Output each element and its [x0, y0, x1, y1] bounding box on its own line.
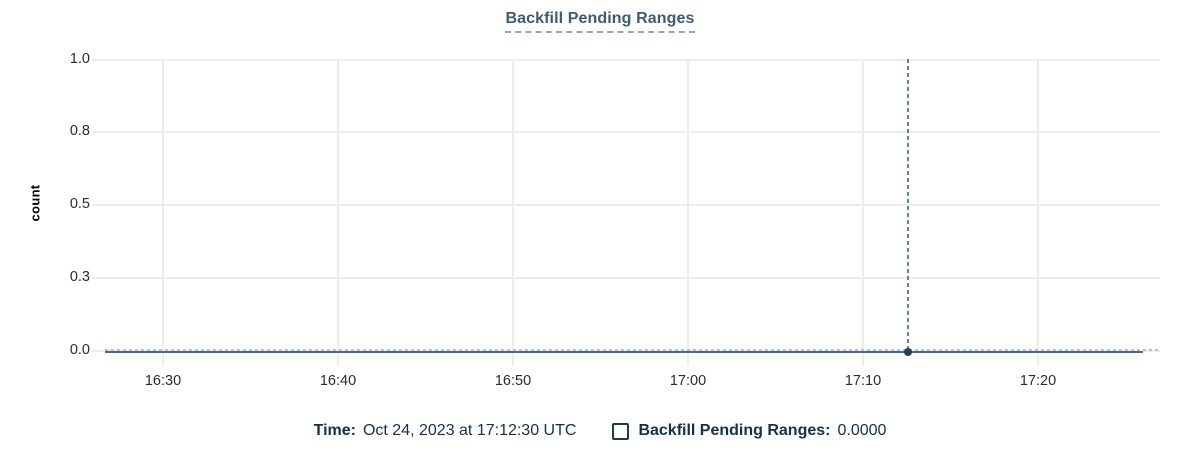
v-gridline: [162, 59, 164, 366]
v-gridline: [1037, 59, 1039, 366]
v-gridline: [687, 59, 689, 366]
h-gridline: [105, 277, 1160, 279]
legend-time-item: Time: Oct 24, 2023 at 17:12:30 UTC: [314, 422, 577, 440]
x-tick-label: 17:10: [844, 373, 882, 389]
x-tick-label: 16:50: [494, 373, 532, 389]
legend-series-value: 0.0000: [837, 422, 887, 439]
hovered-point-dot: [904, 348, 912, 356]
y-tick-label: 0.8: [69, 123, 90, 139]
v-gridline: [862, 59, 864, 366]
legend-series-item[interactable]: Backfill Pending Ranges: 0.0000: [612, 422, 886, 440]
zero-value-dashed-line: [105, 349, 1160, 351]
h-gridline: [105, 59, 1160, 61]
y-tick-label: 1.0: [69, 51, 90, 67]
legend-time-value: Oct 24, 2023 at 17:12:30 UTC: [362, 422, 577, 439]
y-axis-title: count: [27, 184, 43, 222]
y-tick-mark: [92, 131, 105, 133]
y-tick-mark: [92, 204, 105, 206]
y-tick-label: 0.3: [69, 269, 90, 285]
series-line: [105, 351, 1143, 353]
x-tick-label: 17:20: [1019, 373, 1057, 389]
chart-header: Backfill Pending Ranges: [0, 10, 1200, 33]
hover-crosshair-line: [907, 59, 909, 350]
y-tick-mark: [92, 350, 105, 352]
x-tick-label: 16:40: [319, 373, 357, 389]
x-tick-label: 16:30: [144, 373, 182, 389]
chart-title[interactable]: Backfill Pending Ranges: [505, 10, 695, 33]
y-axis-tick-labels: 1.0 0.8 0.5 0.3 0.0: [48, 51, 90, 358]
v-gridline: [512, 59, 514, 366]
h-gridline: [105, 204, 1160, 206]
series-checkbox[interactable]: [612, 422, 630, 440]
y-tick-label: 0.5: [69, 196, 90, 212]
x-tick-label: 17:00: [669, 373, 707, 389]
legend-series-label[interactable]: Backfill Pending Ranges:: [638, 422, 831, 439]
y-tick-mark: [92, 277, 105, 279]
hover-legend: Time: Oct 24, 2023 at 17:12:30 UTC Backf…: [0, 422, 1200, 440]
y-tick-mark: [92, 59, 105, 61]
v-gridline: [337, 59, 339, 366]
legend-time-label: Time:: [313, 422, 356, 439]
x-axis-tick-labels: 16:30 16:40 16:50 17:00 17:10 17:20: [105, 372, 1160, 392]
h-gridline: [105, 131, 1160, 133]
plot-area[interactable]: [92, 59, 1160, 366]
y-tick-label: 0.0: [69, 342, 90, 358]
